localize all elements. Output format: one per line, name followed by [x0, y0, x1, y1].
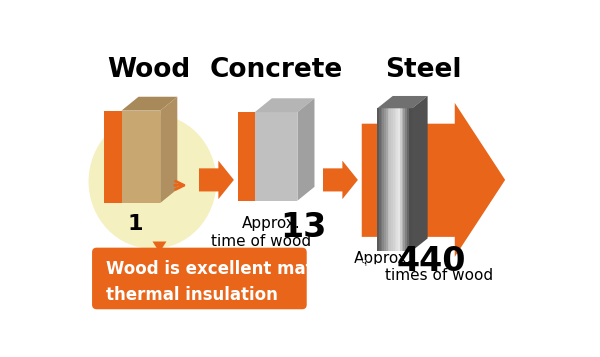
Polygon shape [409, 108, 411, 251]
Polygon shape [398, 108, 401, 251]
Polygon shape [238, 112, 255, 201]
Polygon shape [104, 111, 121, 203]
Polygon shape [121, 111, 160, 203]
Polygon shape [381, 108, 383, 251]
Polygon shape [362, 103, 505, 257]
Polygon shape [255, 98, 314, 112]
Polygon shape [403, 108, 406, 251]
Polygon shape [400, 108, 403, 251]
Text: Concrete: Concrete [210, 57, 343, 83]
Polygon shape [389, 108, 392, 251]
Polygon shape [405, 108, 407, 251]
Polygon shape [388, 108, 390, 251]
Polygon shape [382, 108, 385, 251]
Polygon shape [401, 108, 404, 251]
Text: Approx.: Approx. [242, 216, 300, 231]
Text: Approx.: Approx. [354, 251, 413, 266]
Text: Steel: Steel [386, 57, 462, 83]
Polygon shape [323, 161, 358, 199]
Polygon shape [412, 96, 428, 251]
Text: 1: 1 [128, 214, 143, 234]
Polygon shape [386, 108, 388, 251]
Text: Wood is excellent material in
thermal insulation: Wood is excellent material in thermal in… [106, 260, 379, 305]
Polygon shape [377, 96, 428, 108]
Polygon shape [410, 108, 413, 251]
Polygon shape [397, 108, 399, 251]
Polygon shape [395, 108, 397, 251]
Polygon shape [121, 97, 178, 111]
Text: 13: 13 [280, 211, 327, 244]
Polygon shape [393, 108, 395, 251]
Text: time of wood: time of wood [211, 234, 311, 249]
Text: times of wood: times of wood [385, 268, 493, 283]
Polygon shape [255, 112, 298, 201]
Polygon shape [384, 108, 387, 251]
Ellipse shape [89, 114, 217, 249]
FancyBboxPatch shape [92, 248, 307, 309]
Polygon shape [407, 108, 409, 251]
Polygon shape [152, 241, 166, 252]
Polygon shape [377, 108, 380, 251]
Text: 440: 440 [397, 245, 466, 278]
Text: Wood: Wood [107, 57, 190, 83]
Polygon shape [391, 108, 394, 251]
Polygon shape [379, 108, 382, 251]
Polygon shape [160, 97, 178, 203]
Polygon shape [298, 98, 314, 201]
Polygon shape [199, 161, 234, 199]
